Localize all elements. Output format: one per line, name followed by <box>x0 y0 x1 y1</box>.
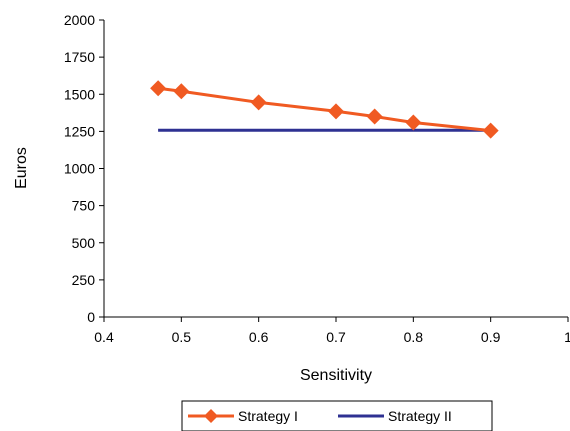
x-tick-label: 0.4 <box>94 329 114 345</box>
data-point-strategy-i <box>328 103 344 120</box>
legend: Strategy I Strategy II <box>181 400 493 431</box>
y-tick-label: 250 <box>72 272 96 288</box>
y-tick-label: 0 <box>87 309 95 325</box>
x-tick-label: 1 <box>564 329 570 345</box>
data-point-strategy-i <box>173 83 190 100</box>
x-axis-ticks: 0.4 0.5 0.6 0.7 0.8 0.9 1 <box>94 317 570 345</box>
y-axis-ticks: 0 250 500 750 1000 1250 1500 1750 2000 <box>64 12 104 325</box>
data-point-strategy-i <box>405 114 422 131</box>
y-axis-title: Euros <box>13 147 30 189</box>
data-point-strategy-i <box>366 108 383 125</box>
y-tick-label: 1500 <box>64 86 95 102</box>
series-line-strategy-i <box>157 86 491 133</box>
x-axis-title: Sensitivity <box>300 367 372 384</box>
y-tick-label: 1250 <box>64 123 95 139</box>
plot-area: 0 250 500 750 1000 1250 1500 1750 2000 0.4 0.5 0.6… <box>64 12 570 345</box>
x-tick-label: 0.8 <box>404 329 424 345</box>
y-tick-label: 2000 <box>64 12 95 28</box>
y-tick-label: 1000 <box>64 161 95 177</box>
y-tick-label: 500 <box>72 235 96 251</box>
data-point-strategy-i <box>482 122 499 139</box>
series-layer <box>150 80 499 139</box>
legend-label-strategy-i: Strategy I <box>238 408 298 424</box>
y-tick-label: 1750 <box>64 49 95 65</box>
legend-label-strategy-ii: Strategy II <box>388 408 452 424</box>
x-tick-label: 0.9 <box>481 329 501 345</box>
data-point-strategy-i <box>150 80 167 97</box>
x-tick-label: 0.7 <box>326 329 346 345</box>
legend-marker-strategy-i <box>204 409 218 423</box>
y-tick-label: 750 <box>72 198 96 214</box>
data-point-strategy-i <box>250 94 267 111</box>
x-tick-label: 0.6 <box>249 329 269 345</box>
x-tick-label: 0.5 <box>172 329 192 345</box>
